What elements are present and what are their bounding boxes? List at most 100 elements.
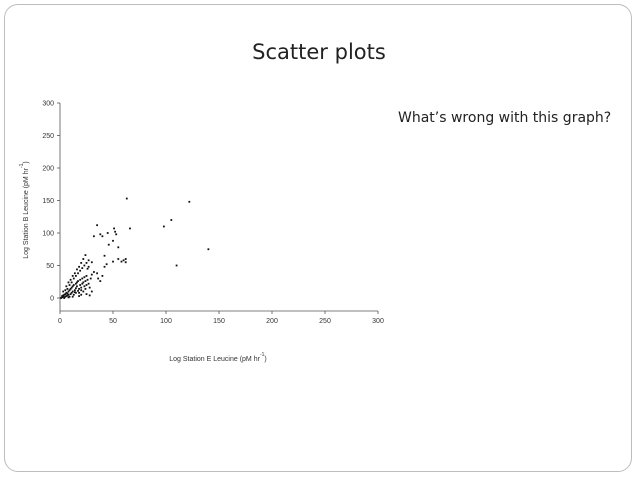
data-point bbox=[76, 268, 78, 271]
data-point bbox=[72, 284, 75, 286]
data-point bbox=[99, 280, 102, 282]
data-point bbox=[65, 285, 68, 288]
data-point bbox=[96, 224, 98, 227]
y-axis-ticks: 0 50 100 150 200 250 300 bbox=[42, 101, 60, 303]
data-point bbox=[67, 290, 70, 293]
data-point bbox=[115, 233, 118, 236]
data-point bbox=[69, 293, 72, 295]
x-tick-label: 100 bbox=[160, 318, 172, 325]
data-point bbox=[72, 293, 75, 296]
data-point bbox=[103, 254, 106, 257]
data-point bbox=[60, 297, 62, 299]
data-point bbox=[99, 233, 102, 236]
data-point bbox=[84, 254, 87, 256]
data-point bbox=[90, 290, 93, 293]
data-point bbox=[175, 264, 178, 267]
data-point bbox=[67, 293, 70, 296]
y-tick-label: 0 bbox=[50, 296, 54, 303]
data-point bbox=[120, 260, 123, 263]
data-point bbox=[101, 235, 104, 238]
data-point bbox=[75, 291, 77, 294]
data-point bbox=[107, 243, 110, 246]
data-point bbox=[63, 297, 66, 299]
data-point bbox=[78, 295, 80, 297]
data-point bbox=[117, 246, 120, 249]
data-point bbox=[68, 284, 71, 286]
data-point bbox=[101, 275, 104, 277]
data-point bbox=[62, 294, 65, 297]
data-point bbox=[70, 291, 73, 294]
x-axis-ticks: 0 50 100 150 200 250 300 bbox=[58, 311, 384, 325]
data-point bbox=[90, 273, 93, 276]
data-point bbox=[75, 287, 77, 290]
data-point bbox=[82, 281, 85, 284]
data-point bbox=[81, 277, 84, 280]
data-point bbox=[93, 271, 95, 273]
data-point bbox=[73, 291, 76, 294]
data-point bbox=[124, 261, 127, 264]
data-point bbox=[80, 262, 83, 264]
data-point bbox=[73, 289, 76, 292]
data-points bbox=[60, 197, 210, 299]
data-point bbox=[80, 289, 83, 292]
data-point bbox=[85, 275, 88, 277]
y-tick-label: 50 bbox=[46, 263, 54, 270]
data-point bbox=[103, 265, 106, 268]
y-tick-label: 300 bbox=[42, 101, 54, 108]
data-point bbox=[87, 265, 90, 268]
data-point bbox=[71, 290, 74, 293]
data-point bbox=[67, 296, 70, 299]
data-point bbox=[93, 235, 95, 238]
data-point bbox=[77, 272, 79, 275]
data-point bbox=[69, 278, 72, 281]
data-point bbox=[87, 282, 90, 285]
data-point bbox=[78, 291, 80, 294]
data-point bbox=[96, 272, 98, 275]
chart-axes bbox=[59, 103, 378, 312]
data-point bbox=[97, 277, 100, 280]
data-point bbox=[85, 293, 88, 295]
data-point bbox=[77, 280, 79, 282]
x-tick-label: 300 bbox=[372, 318, 384, 325]
data-point bbox=[77, 289, 79, 292]
data-point bbox=[75, 275, 77, 277]
y-tick-label: 200 bbox=[42, 166, 54, 173]
data-point bbox=[62, 295, 65, 298]
data-point bbox=[124, 258, 127, 260]
data-point bbox=[82, 290, 85, 293]
data-point bbox=[80, 286, 83, 289]
data-point bbox=[71, 285, 74, 288]
data-point bbox=[65, 291, 68, 294]
data-point bbox=[73, 272, 76, 275]
data-point bbox=[79, 269, 82, 272]
data-point bbox=[117, 258, 120, 260]
data-point bbox=[69, 288, 72, 290]
data-point bbox=[84, 280, 87, 282]
data-point bbox=[112, 239, 114, 242]
data-point bbox=[129, 227, 131, 230]
x-axis-label: Log Station E Leucine (pM hr-1) bbox=[169, 352, 266, 363]
data-point bbox=[66, 288, 69, 290]
data-point bbox=[89, 277, 92, 280]
data-point bbox=[76, 281, 78, 284]
x-tick-label: 50 bbox=[109, 318, 117, 325]
data-point bbox=[125, 197, 128, 200]
data-point bbox=[207, 248, 210, 251]
data-point bbox=[78, 265, 80, 268]
data-point bbox=[112, 260, 114, 263]
data-point bbox=[75, 282, 77, 285]
data-point bbox=[64, 289, 67, 292]
data-point bbox=[66, 292, 69, 295]
data-point bbox=[105, 263, 108, 266]
data-point bbox=[88, 286, 91, 289]
data-point bbox=[62, 290, 65, 293]
data-point bbox=[67, 281, 70, 284]
data-point bbox=[76, 285, 78, 288]
x-tick-label: 250 bbox=[319, 318, 331, 325]
data-point bbox=[170, 219, 173, 221]
data-point bbox=[162, 225, 165, 228]
x-tick-label: 200 bbox=[266, 318, 278, 325]
data-point bbox=[85, 284, 88, 286]
data-point bbox=[61, 296, 64, 299]
